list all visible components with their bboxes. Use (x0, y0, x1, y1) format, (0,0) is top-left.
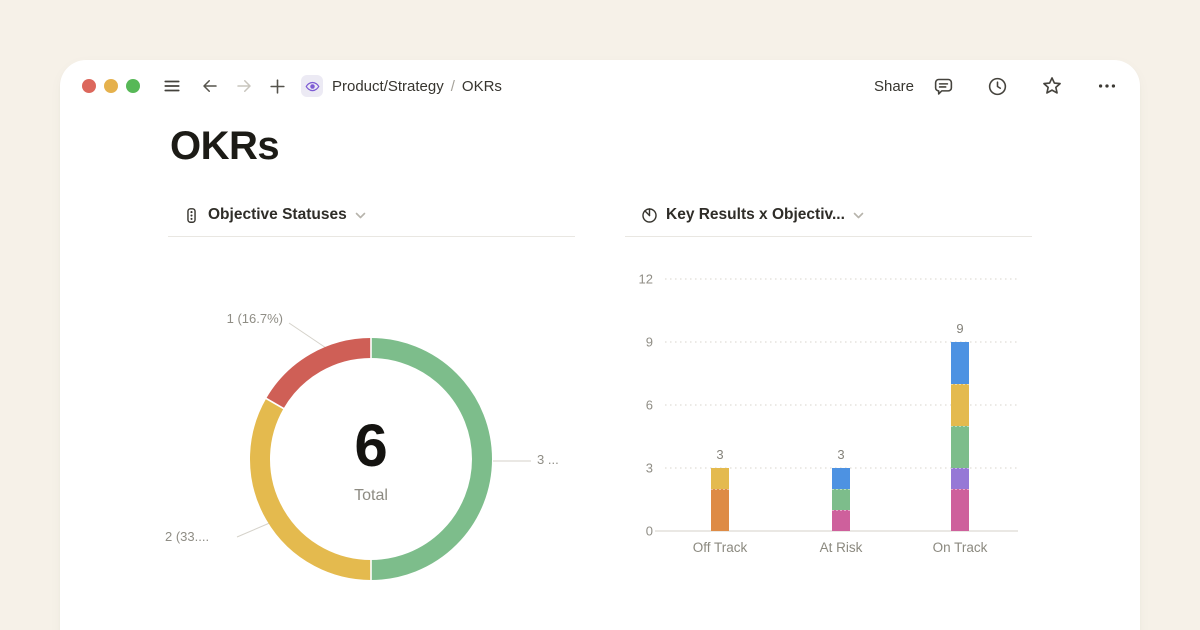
window-toolbar: Product/Strategy / OKRs Share (60, 60, 1140, 112)
donut-callout-label: 1 (16.7%) (226, 311, 283, 326)
page-title: OKRs (170, 124, 280, 168)
donut-center: 6 Total (271, 416, 471, 505)
donut-chart-header[interactable]: Objective Statuses (183, 202, 366, 228)
share-button[interactable]: Share (873, 77, 914, 95)
breadcrumb-current[interactable]: OKRs (461, 77, 502, 95)
bar-segment[interactable] (951, 468, 969, 489)
history-icon[interactable] (987, 76, 1008, 97)
chevron-down-icon (853, 212, 864, 218)
donut-callout-label: 3 ... (537, 452, 559, 467)
donut-chart-title: Objective Statuses (208, 206, 347, 223)
y-axis-tick-label: 0 (646, 524, 653, 539)
zoom-window-button[interactable] (126, 79, 140, 93)
traffic-light-icon (187, 207, 196, 223)
x-axis-category-label: Off Track (693, 540, 748, 555)
bar-segment[interactable] (832, 468, 850, 489)
y-axis-tick-label: 3 (646, 461, 653, 476)
x-axis-category-label: At Risk (820, 540, 863, 555)
breadcrumb: Product/Strategy / OKRs (332, 78, 502, 95)
minimize-window-button[interactable] (104, 79, 118, 93)
breadcrumb-separator: / (450, 77, 455, 95)
favorite-icon[interactable] (1041, 75, 1063, 97)
app-window: Product/Strategy / OKRs Share (60, 60, 1140, 630)
page-eye-icon (301, 75, 323, 97)
donut-chart: 1 (16.7%) 2 (33.... 3 ... 6 Total (100, 250, 580, 600)
donut-segment[interactable] (370, 338, 492, 580)
close-window-button[interactable] (82, 79, 96, 93)
bar-segment[interactable] (951, 489, 969, 531)
comments-icon[interactable] (933, 76, 954, 97)
bar-value-label: 3 (716, 447, 723, 462)
bar-segment[interactable] (951, 384, 969, 426)
bar-segment[interactable] (711, 468, 729, 489)
divider (168, 236, 575, 237)
breadcrumb-parent[interactable]: Product/Strategy (332, 77, 444, 95)
donut-segment-gap (264, 397, 285, 410)
bar-chart-header[interactable]: Key Results x Objectiv... (641, 202, 864, 228)
stacked-bar-chart: 0 3 6 9 12 3 Off Track 3 At Risk 9 On Track (625, 260, 1040, 560)
donut-segment[interactable] (266, 338, 372, 409)
bar-segment[interactable] (951, 426, 969, 468)
bar-segment[interactable] (832, 489, 850, 510)
x-axis-category-label: On Track (933, 540, 988, 555)
more-icon[interactable] (1096, 75, 1118, 97)
back-icon[interactable] (200, 77, 220, 95)
divider (625, 236, 1032, 237)
bar-value-label: 3 (837, 447, 844, 462)
chevron-down-icon (355, 212, 366, 218)
bar-segment[interactable] (832, 510, 850, 531)
window-controls (82, 79, 140, 93)
donut-callout-label: 2 (33.... (165, 529, 210, 544)
bar-segment[interactable] (951, 342, 969, 384)
y-axis-tick-label: 6 (646, 398, 653, 413)
forward-icon[interactable] (234, 77, 254, 95)
pie-chart-icon (642, 207, 657, 223)
toolbar-actions: Share (874, 75, 1118, 97)
y-axis-tick-label: 12 (639, 272, 653, 287)
donut-total-label: Total (354, 487, 388, 504)
bar-chart-title: Key Results x Objectiv... (666, 206, 845, 223)
y-axis-tick-label: 9 (646, 335, 653, 350)
donut-segment[interactable] (250, 398, 372, 580)
menu-icon[interactable] (162, 77, 182, 95)
bar-segment[interactable] (711, 489, 729, 531)
plus-icon[interactable] (268, 77, 287, 96)
donut-total-value: 6 (354, 412, 388, 479)
bar-value-label: 9 (956, 321, 963, 336)
